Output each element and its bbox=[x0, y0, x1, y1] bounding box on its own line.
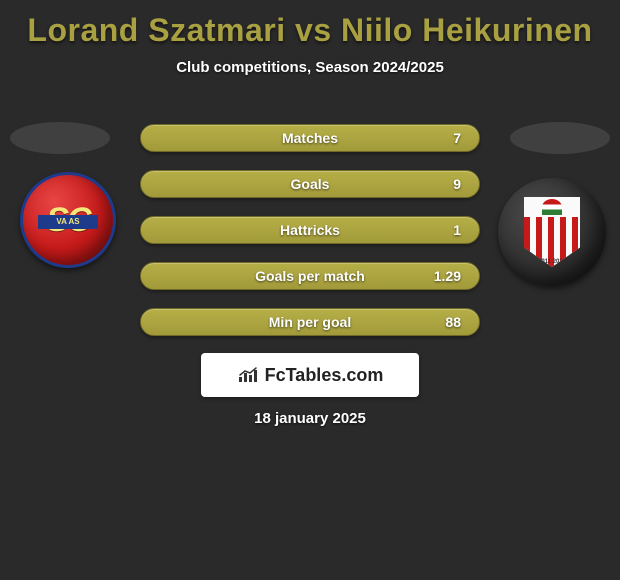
club-badge-right-flag bbox=[542, 199, 562, 215]
chart-icon bbox=[237, 366, 259, 384]
stat-bar-min-per-goal: Min per goal 88 bbox=[140, 308, 480, 336]
stat-value: 7 bbox=[453, 130, 461, 146]
club-badge-left: SC VA AS bbox=[20, 172, 116, 268]
stat-value: 88 bbox=[445, 314, 461, 330]
stat-value: 1 bbox=[453, 222, 461, 238]
club-badge-left-ribbon: VA AS bbox=[38, 215, 98, 229]
stat-label: Goals per match bbox=[255, 268, 365, 284]
stat-bar-goals: Goals 9 bbox=[140, 170, 480, 198]
stat-label: Hattricks bbox=[280, 222, 340, 238]
player-photo-right-placeholder bbox=[510, 122, 610, 154]
fctables-logo: FcTables.com bbox=[201, 353, 419, 397]
stat-bar-goals-per-match: Goals per match 1.29 bbox=[140, 262, 480, 290]
stat-value: 9 bbox=[453, 176, 461, 192]
club-badge-right-years: 1911 2013 bbox=[524, 259, 580, 265]
stat-bar-matches: Matches 7 bbox=[140, 124, 480, 152]
club-badge-right-shield: 1911 2013 bbox=[524, 197, 580, 267]
stat-value: 1.29 bbox=[434, 268, 461, 284]
fctables-logo-text: FcTables.com bbox=[265, 365, 384, 386]
club-badge-right: 1911 2013 bbox=[498, 178, 606, 286]
stat-label: Goals bbox=[291, 176, 330, 192]
stat-bars: Matches 7 Goals 9 Hattricks 1 Goals per … bbox=[140, 124, 480, 354]
player-photo-left-placeholder bbox=[10, 122, 110, 154]
subtitle: Club competitions, Season 2024/2025 bbox=[0, 59, 620, 76]
stat-label: Min per goal bbox=[269, 314, 351, 330]
date-text: 18 january 2025 bbox=[0, 410, 620, 427]
stat-bar-hattricks: Hattricks 1 bbox=[140, 216, 480, 244]
page-title: Lorand Szatmari vs Niilo Heikurinen bbox=[0, 0, 620, 49]
stat-label: Matches bbox=[282, 130, 338, 146]
container: Lorand Szatmari vs Niilo Heikurinen Club… bbox=[0, 0, 620, 580]
